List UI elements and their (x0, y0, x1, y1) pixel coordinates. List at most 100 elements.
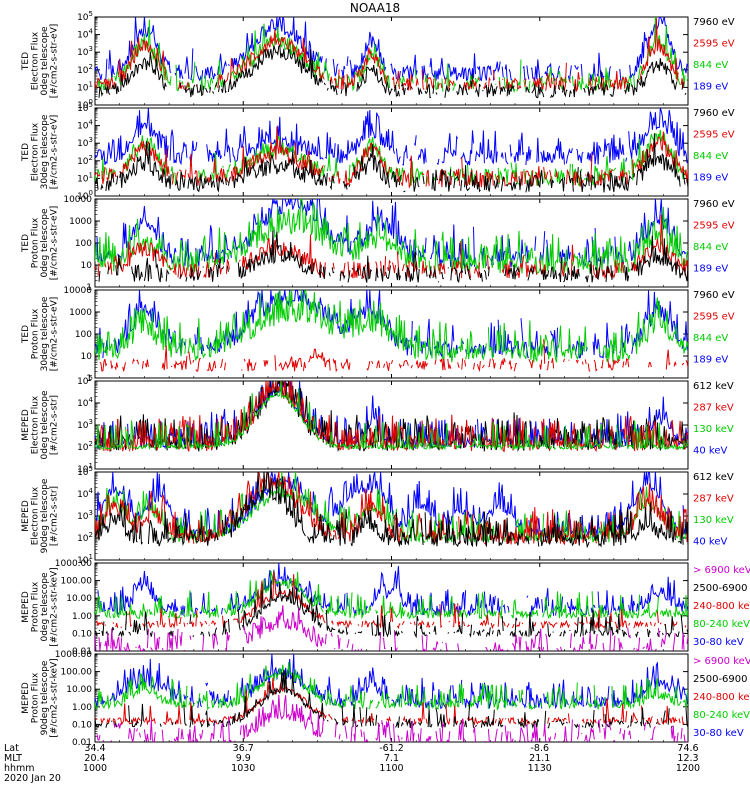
y-tick-label: 104 (77, 487, 93, 500)
legend-entry: 612 keV (693, 381, 734, 392)
series-group (95, 472, 688, 549)
chart-title: NOAA18 (350, 1, 400, 15)
date-label: 2020 Jan 20 (4, 773, 61, 784)
series-line (95, 17, 688, 83)
y-tick-label: 105 (77, 10, 93, 23)
x-tick-label: 1100 (379, 763, 403, 774)
y-tick-label: 10 (81, 352, 93, 362)
y-tick-label: 100 (75, 239, 92, 249)
y-axis-label: Proton Flux (31, 672, 41, 723)
series-line (95, 133, 688, 193)
y-tick-label: 10 (81, 261, 93, 271)
y-tick-label: 0.10 (72, 720, 92, 730)
y-tick-label: 102 (77, 440, 93, 453)
series-line (95, 670, 688, 729)
x-tick-label: 36.7 (233, 743, 254, 754)
legend-entry: 287 keV (693, 494, 734, 505)
y-axis-label: 90deg telescope (40, 660, 50, 735)
legend-entry: > 6900 keV (693, 565, 750, 576)
x-tick-label: -8.6 (530, 743, 549, 754)
y-axis-label: 0deg telescope (40, 390, 50, 460)
legend-entry: 844 eV (693, 151, 728, 162)
y-axis-label: TED (21, 325, 31, 344)
x-tick-label: 21.1 (529, 753, 550, 764)
series-line (95, 472, 688, 540)
x-row-label: MLT (4, 753, 22, 764)
y-axis-label: [#/cm2-s-str-eV] (50, 206, 60, 281)
legend-entry: 7960 eV (693, 199, 735, 210)
y-tick-label: 103 (77, 45, 93, 58)
y-tick-label: 1 (86, 374, 92, 384)
y-axis-label: Electron Flux (31, 486, 41, 545)
y-tick-label: 0.01 (72, 738, 92, 748)
y-axis-label: MEPED (21, 409, 31, 441)
x-row-label: Lat (4, 743, 19, 754)
panel-meped-p-0: 0.01 0.10 1.00 10.00 100.00 1000.00 MEPED Proto… (21, 559, 750, 657)
y-tick-label: 104 (77, 396, 93, 409)
legend-entry: 130 keV (693, 424, 734, 435)
y-tick-label: 0.01 (72, 647, 92, 657)
series-line (98, 230, 688, 283)
y-tick-label: 103 (77, 136, 93, 149)
y-axis-label: 0deg telescope (40, 572, 50, 642)
y-tick-label: 1.00 (72, 612, 92, 622)
series-group (95, 199, 688, 283)
legend-entry: 844 eV (693, 60, 728, 71)
series-line (95, 18, 685, 93)
y-axis-label: [#/cm2-s-str-eV] (50, 24, 60, 99)
y-tick-label: 104 (77, 28, 93, 41)
series-line (95, 290, 688, 363)
series-line (95, 126, 688, 189)
y-axis-label: [#/cm2-s-str-eV] (50, 297, 60, 372)
y-axis-label: 30deg telescope (40, 296, 50, 371)
panel-meped-p-90: 0.01 0.10 1.00 10.00 100.00 1000.00 MEPED Proto… (21, 650, 750, 748)
y-axis-label: 90deg telescope (40, 478, 50, 553)
y-axis-label: [#/cm2-s-str-keV] (50, 567, 60, 646)
y-tick-label: 10000 (63, 195, 92, 205)
series-line (95, 654, 688, 711)
series-line (95, 108, 688, 167)
y-axis-label: [#/cm2-s-str-eV] (50, 115, 60, 190)
series-line (95, 199, 688, 275)
legend-entry: 189 eV (693, 173, 728, 184)
panel-ted-p-0: 1 10 100 1000 10000 TED Proton Flux 0deg telesc… (21, 195, 735, 293)
y-axis-label: Electron Flux (31, 395, 41, 454)
legend-entry: 844 eV (693, 333, 728, 344)
series-group (95, 381, 688, 451)
y-tick-label: 100.00 (61, 668, 93, 678)
x-tick-label: 20.4 (84, 753, 105, 764)
legend-entry: 7960 eV (693, 108, 735, 119)
y-tick-label: 10.00 (66, 685, 92, 695)
y-tick-label: 100 (75, 330, 92, 340)
y-axis-label: 0deg telescope (40, 26, 50, 96)
y-axis-label: Proton Flux (31, 581, 41, 632)
legend-entry: 189 eV (693, 264, 728, 275)
y-tick-label: 105 (77, 374, 93, 387)
y-axis-label: 30deg telescope (40, 114, 50, 189)
x-tick-label: 34.4 (84, 743, 105, 754)
series-group (95, 654, 688, 742)
legend-entry: 40 keV (693, 446, 727, 457)
series-line (95, 581, 688, 639)
y-tick-label: 1.00 (72, 703, 92, 713)
y-axis-label: Electron Flux (31, 31, 41, 90)
y-tick-label: 101 (77, 171, 93, 184)
legend-entry: 40 keV (693, 537, 727, 548)
legend-entry: 2595 eV (693, 130, 735, 141)
y-axis-label: MEPED (21, 500, 31, 532)
x-tick-label: 7.1 (384, 753, 399, 764)
y-axis-label: Proton Flux (31, 308, 41, 359)
legend-entry: 7960 eV (693, 290, 735, 301)
legend-entry: 30-80 keV (693, 728, 744, 739)
x-tick-label: 1130 (528, 763, 552, 774)
y-tick-label: 0.10 (72, 629, 92, 639)
y-tick-label: 1000 (69, 217, 92, 227)
legend-entry: 2595 eV (693, 312, 735, 323)
panel-frame (94, 380, 689, 470)
y-tick-label: 1000.00 (55, 559, 92, 569)
legend-entry: 30-80 keV (693, 637, 744, 648)
legend-entry: 189 eV (693, 355, 728, 366)
